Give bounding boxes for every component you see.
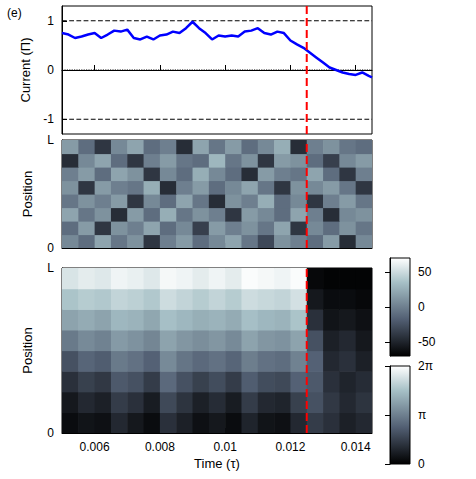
svg-text:1: 1 bbox=[47, 14, 54, 28]
svg-text:0: 0 bbox=[418, 300, 425, 314]
svg-text:-1: -1 bbox=[43, 112, 54, 126]
svg-text:0.006: 0.006 bbox=[80, 440, 110, 454]
svg-text:0: 0 bbox=[47, 426, 54, 440]
svg-text:π: π bbox=[418, 408, 426, 422]
svg-text:0.012: 0.012 bbox=[275, 440, 305, 454]
svg-text:(e): (e) bbox=[7, 6, 22, 20]
svg-text:0: 0 bbox=[47, 63, 54, 77]
svg-text:50: 50 bbox=[418, 265, 432, 279]
svg-text:0.014: 0.014 bbox=[341, 440, 371, 454]
svg-text:L: L bbox=[47, 261, 54, 275]
svg-text:0.01: 0.01 bbox=[213, 440, 237, 454]
svg-text:Time (τ): Time (τ) bbox=[194, 456, 240, 471]
svg-text:Current (Π): Current (Π) bbox=[18, 37, 33, 102]
svg-text:2π: 2π bbox=[418, 359, 433, 373]
svg-text:-50: -50 bbox=[418, 335, 436, 349]
svg-text:Position: Position bbox=[20, 171, 35, 217]
svg-text:0.008: 0.008 bbox=[145, 440, 175, 454]
svg-text:Position: Position bbox=[20, 327, 35, 373]
svg-text:0: 0 bbox=[47, 241, 54, 255]
svg-text:L: L bbox=[47, 133, 54, 147]
svg-text:0: 0 bbox=[418, 457, 425, 471]
